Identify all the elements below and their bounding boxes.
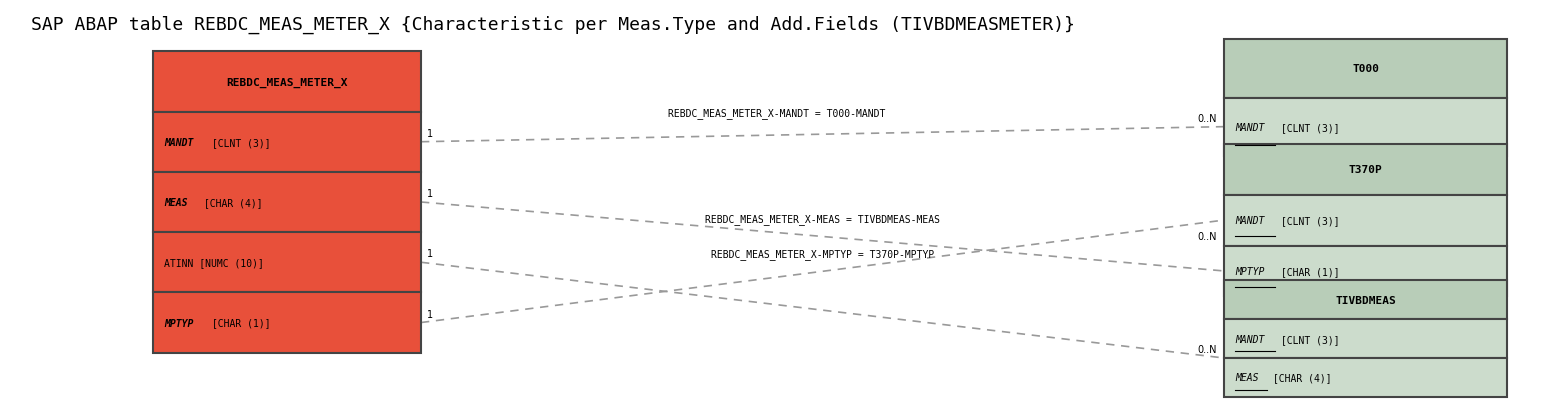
Bar [153,112,421,173]
Text: ATINN [NUMC (10)]: ATINN [NUMC (10)] [164,258,264,267]
Text: [CHAR (1)]: [CHAR (1)] [206,318,270,328]
Text: [CLNT (3)]: [CLNT (3)] [206,137,270,147]
Text: MEAS: MEAS [164,198,187,207]
Text: [CHAR (1)]: [CHAR (1)] [1275,266,1339,276]
Text: MANDT: MANDT [164,137,194,147]
Text: 1: 1 [428,249,434,258]
Text: REBDC_MEAS_METER_X-MANDT = T000-MANDT: REBDC_MEAS_METER_X-MANDT = T000-MANDT [668,108,885,119]
Text: [CHAR (4)]: [CHAR (4)] [1266,373,1332,382]
Bar [1224,246,1508,297]
Bar [153,293,421,353]
Text: 1: 1 [428,309,434,319]
Text: T370P: T370P [1349,165,1383,175]
Text: 0..N: 0..N [1197,232,1216,242]
Text: REBDC_MEAS_METER_X-MEAS = TIVBDMEAS-MEAS: REBDC_MEAS_METER_X-MEAS = TIVBDMEAS-MEAS [706,214,940,225]
Text: T000: T000 [1352,64,1378,74]
Text: MEAS: MEAS [1235,373,1258,382]
Bar [153,173,421,233]
Text: REBDC_MEAS_METER_X-MPTYP = T370P-MPTYP: REBDC_MEAS_METER_X-MPTYP = T370P-MPTYP [710,249,933,260]
Bar [1224,195,1508,246]
Bar [1224,40,1508,98]
Text: 0..N: 0..N [1197,344,1216,354]
Text: MANDT: MANDT [1235,216,1264,225]
Text: TIVBDMEAS: TIVBDMEAS [1335,295,1396,305]
Bar [1224,319,1508,358]
Text: [CLNT (3)]: [CLNT (3)] [1275,216,1339,225]
Bar [1224,358,1508,397]
Text: MANDT: MANDT [1235,334,1264,344]
Text: 0..N: 0..N [1197,113,1216,124]
Bar [153,52,421,112]
Text: REBDC_MEAS_METER_X: REBDC_MEAS_METER_X [226,77,348,88]
Text: [CLNT (3)]: [CLNT (3)] [1275,334,1339,344]
Text: MANDT: MANDT [1235,122,1264,133]
Text: MPTYP: MPTYP [164,318,194,328]
Text: SAP ABAP table REBDC_MEAS_METER_X {Characteristic per Meas.Type and Add.Fields (: SAP ABAP table REBDC_MEAS_METER_X {Chara… [31,16,1076,34]
Text: MPTYP: MPTYP [1235,266,1264,276]
Bar [1224,98,1508,156]
Text: 1: 1 [428,128,434,138]
Bar [153,233,421,293]
Bar [1224,281,1508,319]
Text: 1: 1 [428,189,434,198]
Text: [CHAR (4)]: [CHAR (4)] [198,198,262,207]
Bar [1224,144,1508,195]
Text: [CLNT (3)]: [CLNT (3)] [1275,122,1339,133]
